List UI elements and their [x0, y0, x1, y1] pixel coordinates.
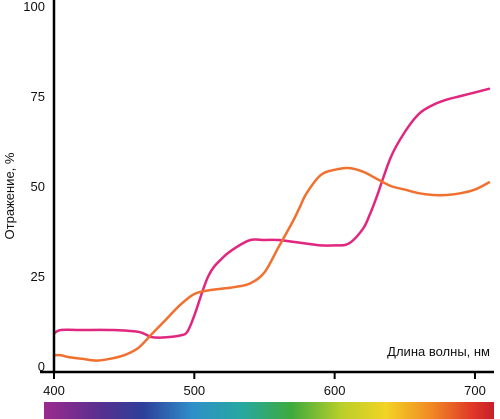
x-tick-label: 400: [43, 383, 65, 398]
series-line-1: [52, 87, 491, 339]
y-tick-label: 75: [31, 89, 45, 104]
spectrum-bar: [44, 402, 494, 419]
y-tick-label: 0: [38, 359, 45, 374]
y-axis-title: Отражение, %: [2, 152, 17, 239]
x-axis-ticks: 400 500 600 700: [43, 372, 486, 398]
x-axis-title: Длина волны, нм: [387, 344, 490, 359]
series-line-2: [52, 166, 491, 362]
y-tick-label: 50: [31, 179, 45, 194]
series-layer: [52, 87, 491, 362]
y-tick-label: 25: [31, 269, 45, 284]
y-axis-ticks: 0 25 50 75 100: [23, 0, 45, 374]
x-tick-label: 500: [183, 383, 205, 398]
x-tick-label: 700: [464, 383, 486, 398]
y-tick-label: 100: [23, 0, 45, 14]
x-tick-label: 600: [324, 383, 346, 398]
